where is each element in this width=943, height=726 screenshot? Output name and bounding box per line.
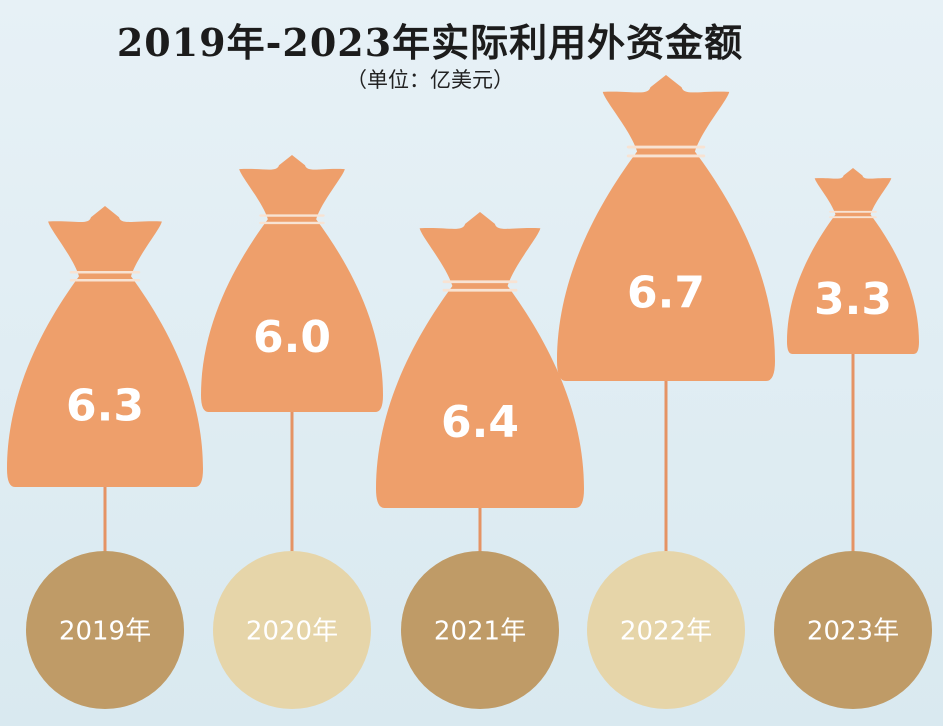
year-label: 2022年 [620,617,712,647]
year-circle [213,551,371,709]
value-label: 6.4 [441,397,519,448]
money-bag-bar [376,212,584,508]
value-label: 6.0 [253,312,331,363]
year-circle [26,551,184,709]
money-bag-bar [7,206,203,487]
money-bag-bar [201,155,383,412]
chart-subtitle: （单位：亿美元） [346,68,514,92]
chart-title: 2019年-2023年实际利用外资金额 [116,20,744,65]
year-circle [774,551,932,709]
year-label: 2019年 [59,617,151,647]
year-label: 2023年 [807,617,899,647]
value-label: 6.7 [627,267,705,318]
money-bag-bar [557,75,775,381]
year-circle [401,551,559,709]
year-circle [587,551,745,709]
value-label: 6.3 [66,380,144,431]
year-label: 2020年 [246,617,338,647]
money-bag-bar [787,168,919,354]
value-label: 3.3 [814,274,892,325]
year-label: 2021年 [434,617,526,647]
